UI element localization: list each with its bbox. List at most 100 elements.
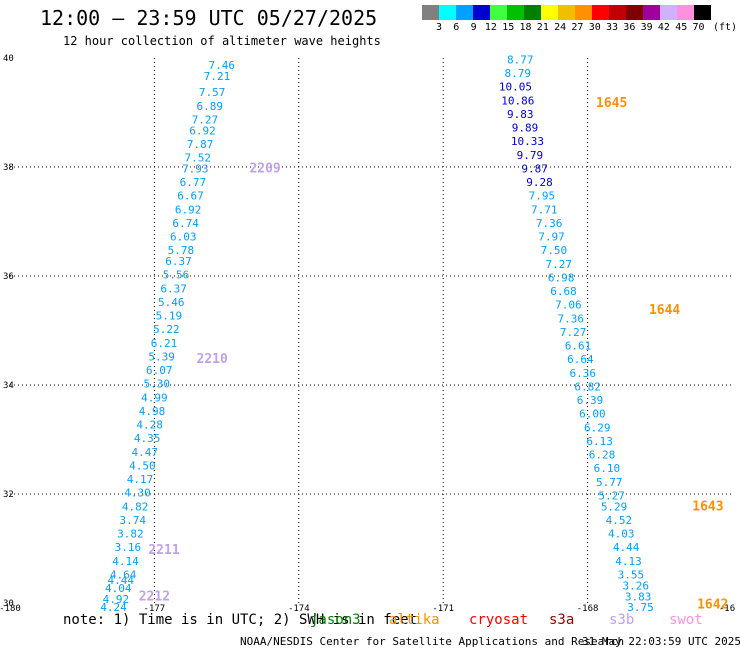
- pass-time-label: 2210: [197, 352, 228, 367]
- track-s3b: 7.467.217.576.897.276.927.877.527.936.77…: [100, 59, 281, 614]
- y-tick-label: 38: [3, 163, 14, 173]
- satellite-tracks: 7.467.217.576.897.276.927.877.527.936.77…: [100, 53, 728, 614]
- y-tick-label: 34: [3, 381, 14, 391]
- swh-value: 6.10: [594, 462, 621, 475]
- swh-value: 8.79: [505, 67, 532, 80]
- swh-value: 6.00: [579, 408, 606, 421]
- swh-value: 4.98: [139, 405, 166, 418]
- scale-label: 39: [640, 22, 653, 33]
- scale-swatch: [473, 5, 490, 20]
- scale-label: 36: [623, 22, 636, 33]
- scale-label: 12: [484, 22, 497, 33]
- scale-swatch: [609, 5, 626, 20]
- swh-value: 6.21: [151, 337, 178, 350]
- swh-value: 7.27: [545, 258, 572, 271]
- swh-value: 7.36: [536, 217, 563, 230]
- swh-value: 4.99: [141, 391, 168, 404]
- x-tick-label: -168: [577, 604, 599, 614]
- scale-label: 9: [470, 22, 477, 33]
- scale-swatch: [575, 5, 592, 20]
- y-tick-label: 32: [3, 490, 14, 500]
- axis-labels: -180 -177 -174 -171 -168 -16 40 38 36 34 32 30: [0, 54, 735, 614]
- scale-label: 3: [436, 22, 443, 33]
- swh-value: 5.19: [156, 310, 183, 323]
- swh-value: 6.89: [197, 100, 224, 113]
- swh-value: 6.74: [172, 217, 199, 230]
- pass-time-label: 1643: [692, 499, 723, 514]
- swh-value: 7.71: [531, 203, 558, 216]
- swh-value: 4.28: [136, 419, 163, 432]
- scale-label: 45: [675, 22, 688, 33]
- swh-value: 3.26: [622, 579, 649, 592]
- swh-value: 6.77: [180, 176, 207, 189]
- swh-value: 5.27: [598, 489, 625, 502]
- swh-value: 7.27: [560, 326, 587, 339]
- swh-value: 6.82: [574, 380, 601, 393]
- swh-value: 4.47: [132, 446, 159, 459]
- swh-value: 6.64: [567, 353, 594, 366]
- swh-value: 5.56: [163, 269, 190, 282]
- map-grid: [10, 58, 732, 603]
- swh-value: 4.14: [112, 555, 139, 568]
- swh-value: 4.82: [122, 500, 149, 513]
- swh-value: 7.95: [529, 190, 556, 203]
- scale-label: 33: [606, 22, 619, 33]
- y-tick-label: 36: [3, 272, 14, 282]
- swh-value: 3.82: [117, 528, 144, 541]
- x-tick-label: -180: [0, 604, 21, 614]
- swh-value: 6.92: [175, 203, 202, 216]
- swh-value: 5.30: [144, 378, 171, 391]
- x-tick-label: -171: [432, 604, 454, 614]
- scale-label: 24: [554, 22, 567, 33]
- swh-value: 6.67: [177, 190, 204, 203]
- swh-value: 6.07: [146, 364, 173, 377]
- swh-value: 6.36: [570, 367, 597, 380]
- swh-value: 7.93: [182, 162, 209, 175]
- swh-value: 10.33: [511, 135, 544, 148]
- y-tick-label: 30: [3, 599, 14, 609]
- swh-value: 4.24: [100, 601, 127, 614]
- swh-value: 9.28: [526, 176, 553, 189]
- scale-swatch: [694, 5, 711, 20]
- satellite-legend-altika: altika: [389, 612, 440, 628]
- scale-swatch: [660, 5, 677, 20]
- scale-swatches: [422, 5, 711, 20]
- generation-timestamp: 31 May 22:03:59 UTC 2025: [582, 635, 740, 648]
- x-tick-label: -177: [144, 604, 166, 614]
- swh-value: 7.97: [538, 231, 565, 244]
- swh-value: 6.03: [170, 231, 197, 244]
- wave-height-color-scale: 3 6 9 12 15 18 21 24 27 30 33 36 39 42 45 70 (ft): [422, 5, 737, 35]
- scale-swatch: [558, 5, 575, 20]
- swh-value: 6.68: [550, 285, 577, 298]
- scale-swatch: [456, 5, 473, 20]
- track-altika: 8.778.7910.0510.869.839.8910.339.799.879…: [499, 53, 729, 614]
- swh-value: 4.92: [103, 593, 130, 606]
- satellite-legend-swot: swot: [669, 612, 703, 628]
- swh-value: 6.28: [589, 449, 616, 462]
- pass-time-label: 1645: [596, 96, 627, 111]
- swh-value: 7.36: [558, 312, 585, 325]
- swh-value: 4.44: [613, 541, 640, 554]
- scale-unit: (ft): [713, 22, 738, 33]
- scale-swatch: [541, 5, 558, 20]
- swh-value: 9.89: [512, 122, 539, 135]
- swh-value: 6.29: [584, 421, 611, 434]
- swh-value: 7.87: [187, 138, 214, 151]
- x-tick-label: -16: [719, 604, 735, 614]
- swh-value: 7.06: [555, 299, 582, 312]
- swh-value: 6.37: [165, 255, 192, 268]
- swh-value: 6.92: [189, 124, 216, 137]
- swh-value: 9.79: [517, 149, 544, 162]
- swh-value: 7.21: [204, 70, 231, 83]
- swh-value: 9.83: [507, 108, 534, 121]
- swh-value: 3.75: [627, 601, 654, 614]
- swh-value: 5.77: [596, 476, 623, 489]
- scale-label: 21: [536, 22, 549, 33]
- swh-value: 6.37: [160, 282, 187, 295]
- swh-value: 6.61: [565, 340, 592, 353]
- swh-value: 7.52: [184, 152, 211, 165]
- scale-swatch: [626, 5, 643, 20]
- y-tick-label: 40: [3, 54, 14, 64]
- swh-value: 6.13: [586, 435, 613, 448]
